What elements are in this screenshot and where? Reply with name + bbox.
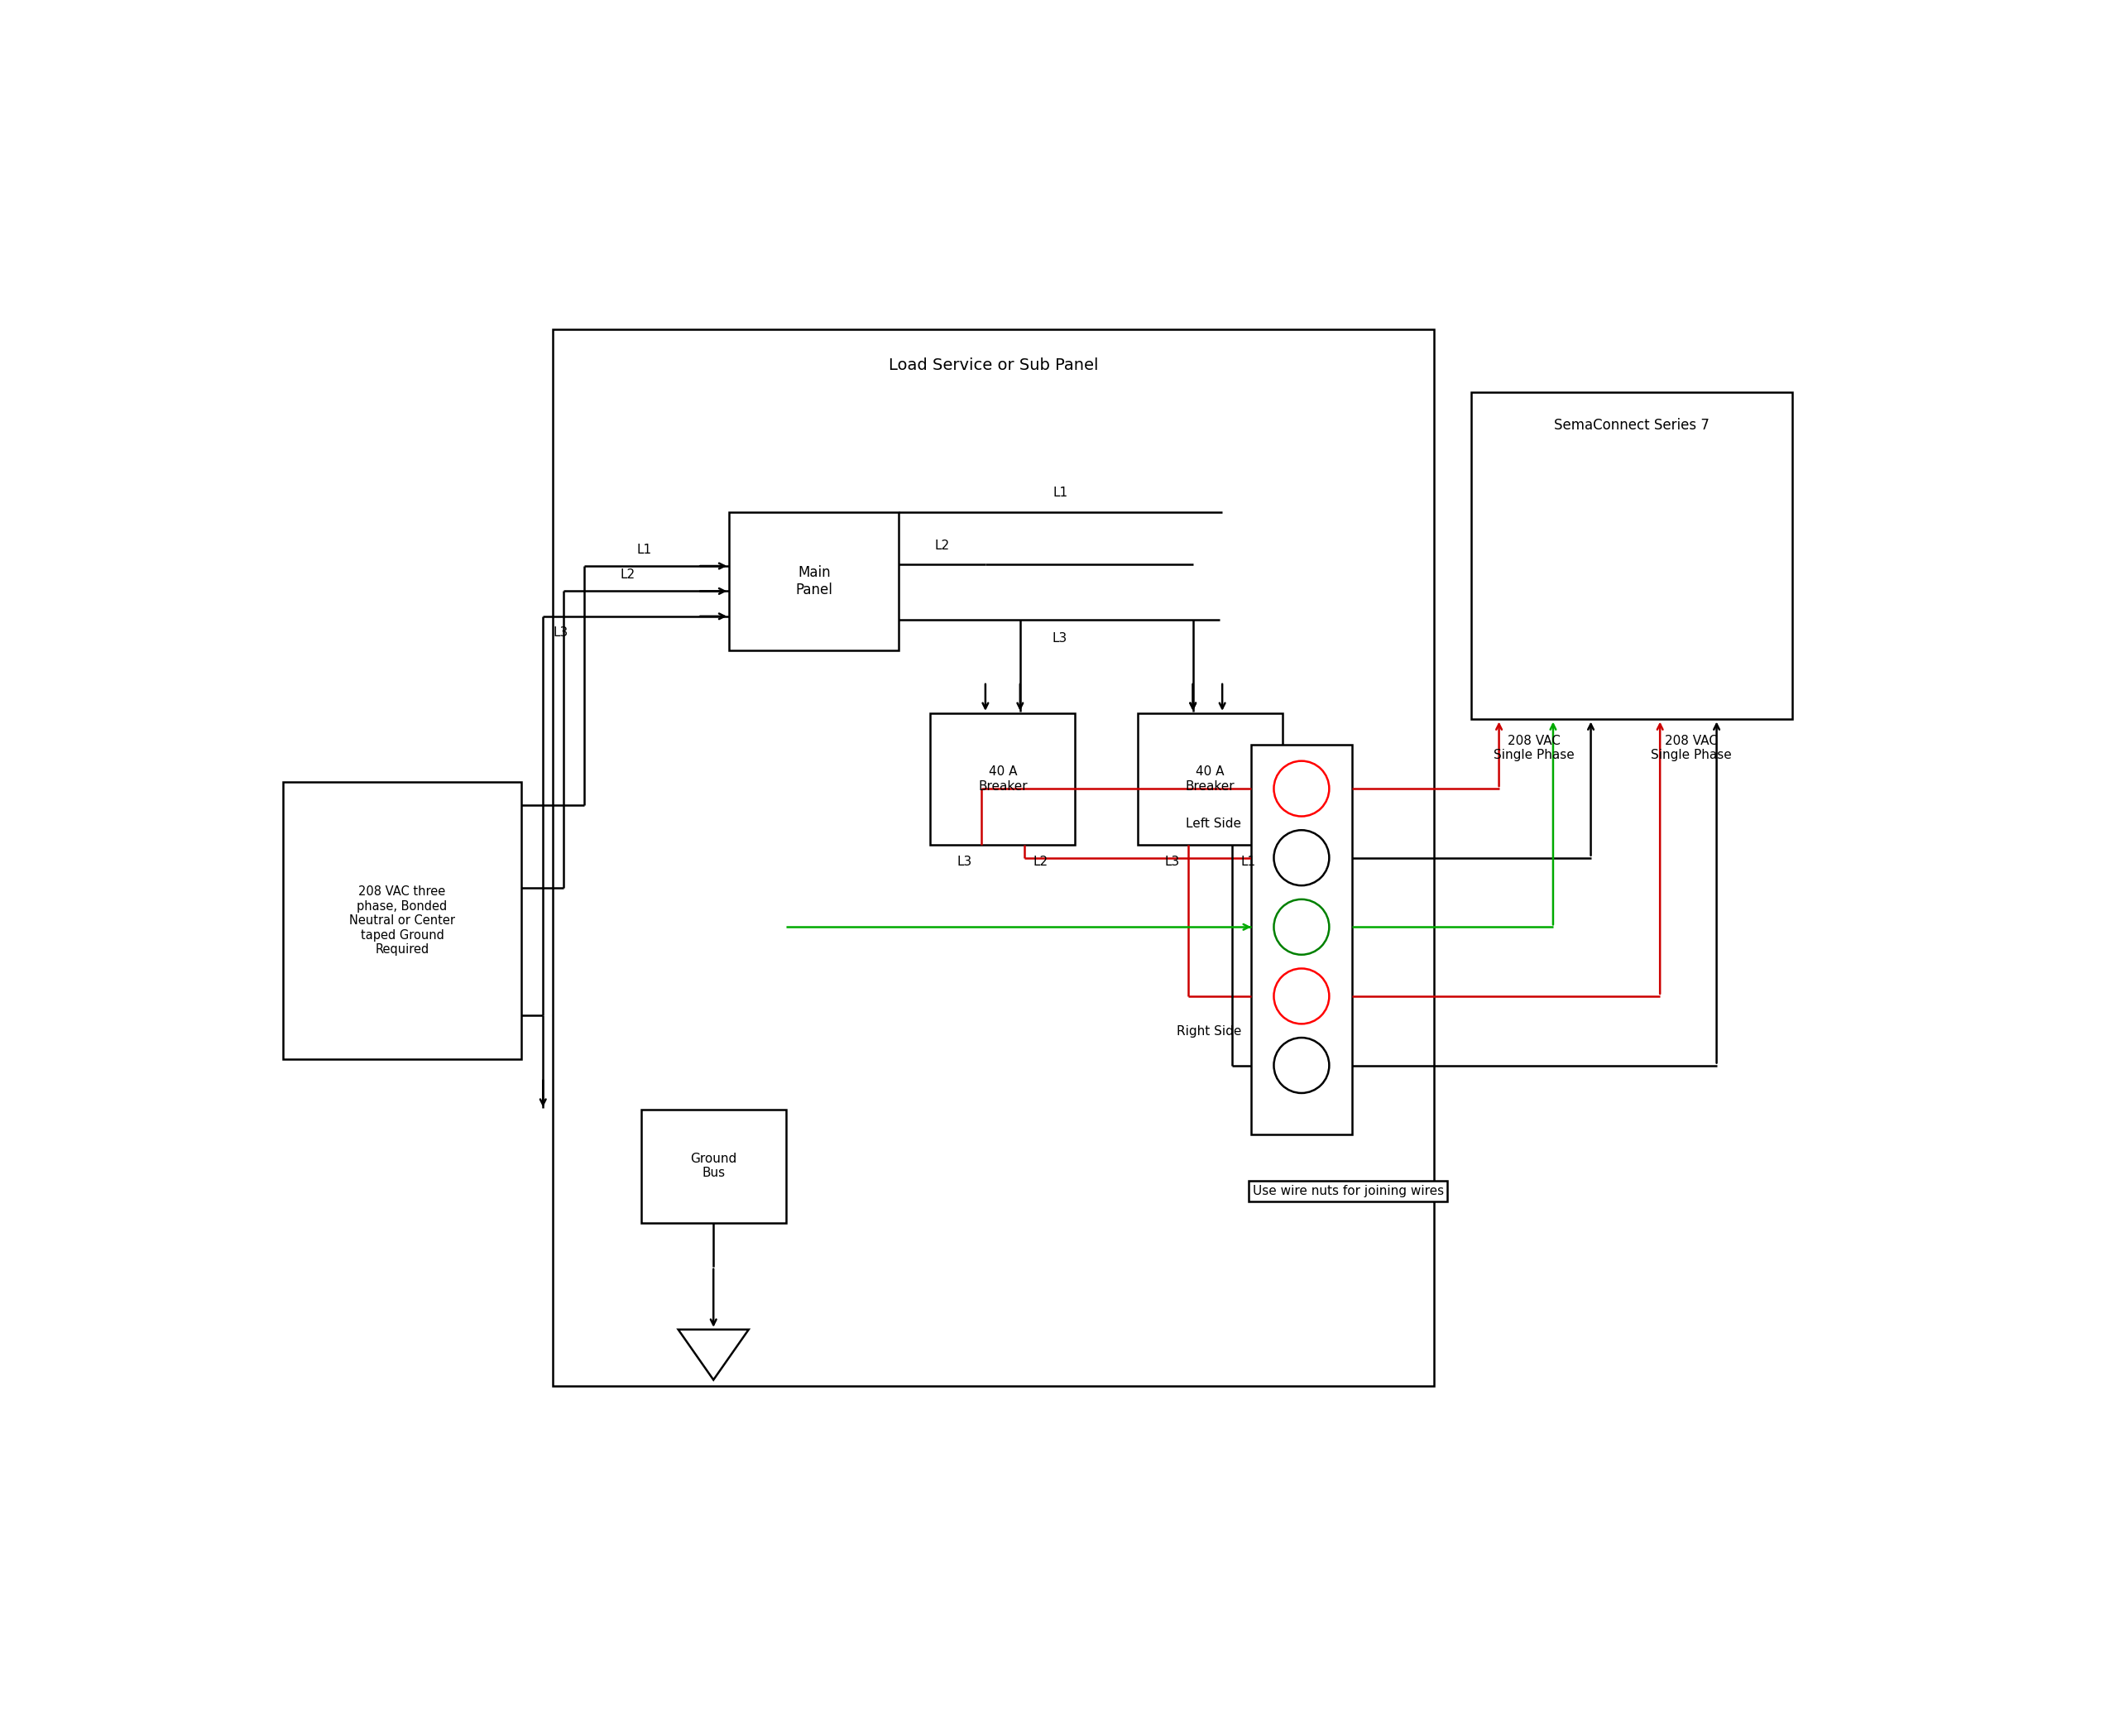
Text: 208 VAC
Single Phase: 208 VAC Single Phase: [1494, 734, 1574, 762]
Text: L2: L2: [935, 540, 949, 552]
Text: L3: L3: [553, 627, 568, 639]
Text: 40 A
Breaker: 40 A Breaker: [979, 766, 1028, 793]
Text: L1: L1: [1241, 856, 1255, 868]
FancyBboxPatch shape: [931, 713, 1076, 845]
Text: L3: L3: [1165, 856, 1179, 868]
Text: Load Service or Sub Panel: Load Service or Sub Panel: [888, 358, 1097, 373]
Text: 40 A
Breaker: 40 A Breaker: [1186, 766, 1234, 793]
Text: Ground
Bus: Ground Bus: [690, 1153, 736, 1179]
Text: Right Side: Right Side: [1175, 1026, 1241, 1038]
Text: L2: L2: [620, 569, 635, 582]
Text: Main
Panel: Main Panel: [795, 564, 833, 597]
Text: Use wire nuts for joining wires: Use wire nuts for joining wires: [1253, 1186, 1443, 1198]
Circle shape: [1274, 830, 1329, 885]
Text: L3: L3: [958, 856, 973, 868]
FancyBboxPatch shape: [1471, 392, 1791, 719]
FancyBboxPatch shape: [283, 783, 521, 1059]
Text: Left Side: Left Side: [1186, 818, 1241, 830]
Text: L2: L2: [1034, 856, 1049, 868]
FancyBboxPatch shape: [730, 512, 899, 651]
FancyBboxPatch shape: [1251, 745, 1353, 1135]
Text: L1: L1: [637, 543, 652, 556]
Text: SemaConnect Series 7: SemaConnect Series 7: [1553, 418, 1709, 432]
FancyBboxPatch shape: [641, 1109, 785, 1222]
Circle shape: [1274, 969, 1329, 1024]
Circle shape: [1274, 760, 1329, 816]
FancyBboxPatch shape: [553, 330, 1433, 1385]
Text: L1: L1: [1053, 486, 1068, 500]
Polygon shape: [677, 1330, 749, 1380]
FancyBboxPatch shape: [1137, 713, 1283, 845]
Text: 208 VAC
Single Phase: 208 VAC Single Phase: [1650, 734, 1732, 762]
Text: 208 VAC three
phase, Bonded
Neutral or Center
taped Ground
Required: 208 VAC three phase, Bonded Neutral or C…: [348, 885, 456, 957]
Circle shape: [1274, 899, 1329, 955]
Text: L3: L3: [1051, 632, 1068, 644]
Circle shape: [1274, 1038, 1329, 1094]
